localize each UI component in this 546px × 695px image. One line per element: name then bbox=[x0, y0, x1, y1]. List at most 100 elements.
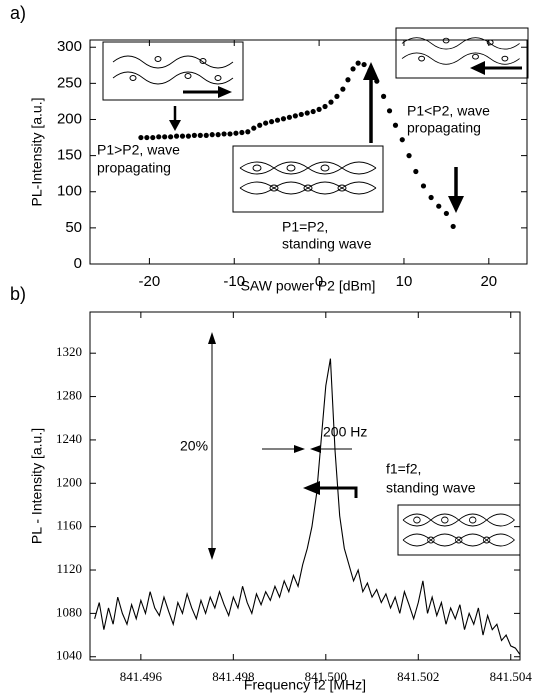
data-point bbox=[428, 194, 434, 201]
data-point bbox=[310, 108, 316, 115]
data-point bbox=[257, 122, 263, 128]
annotation: P1>P2, wave bbox=[97, 142, 180, 158]
data-point bbox=[251, 125, 257, 131]
data-line bbox=[94, 358, 521, 655]
data-point bbox=[380, 93, 387, 99]
data-point bbox=[386, 108, 393, 114]
data-point bbox=[436, 203, 442, 209]
x-tick-label: 10 bbox=[396, 273, 413, 290]
inset-propagating-right bbox=[102, 41, 244, 101]
y-tick-label: 200 bbox=[57, 110, 82, 127]
data-point bbox=[150, 134, 156, 141]
data-point bbox=[345, 77, 351, 83]
data-point bbox=[227, 131, 233, 137]
y-tick-label: 300 bbox=[57, 38, 82, 55]
y-tick-label: 1200 bbox=[56, 474, 82, 489]
data-point bbox=[413, 168, 419, 175]
y-tick-label: 150 bbox=[57, 147, 82, 164]
y-tick-label: 100 bbox=[57, 183, 82, 200]
data-point bbox=[263, 120, 269, 126]
y-tick-label: 1080 bbox=[56, 604, 82, 619]
x-tick-label: -10 bbox=[223, 273, 245, 290]
data-point bbox=[138, 134, 144, 141]
data-point bbox=[420, 183, 427, 189]
plot-frame bbox=[89, 311, 521, 661]
y-tick-label: 1120 bbox=[56, 561, 82, 576]
x-axis-label: Frequency f2 [MHz] bbox=[244, 677, 366, 693]
data-point bbox=[156, 134, 162, 140]
data-point bbox=[355, 60, 361, 66]
annotation: standing wave bbox=[386, 480, 476, 496]
data-point bbox=[239, 129, 245, 136]
inset-standing-a bbox=[232, 145, 384, 213]
data-point bbox=[406, 153, 412, 159]
x-tick-label: 0 bbox=[315, 273, 323, 290]
data-point bbox=[245, 129, 251, 135]
y-tick-label: 1160 bbox=[56, 518, 82, 533]
x-axis-label: SAW power P2 [dBm] bbox=[241, 278, 376, 294]
data-point bbox=[168, 134, 174, 140]
data-point bbox=[340, 86, 346, 92]
y-axis-label: PL-Intensity [a.u.] bbox=[29, 98, 45, 207]
y-tick-label: 1320 bbox=[56, 344, 82, 359]
annotation: P1=P2, bbox=[282, 219, 328, 235]
x-tick-label: 20 bbox=[480, 273, 497, 290]
inset-standing-b bbox=[397, 504, 521, 556]
data-point bbox=[144, 134, 150, 141]
data-point bbox=[350, 66, 356, 72]
annotation: standing wave bbox=[282, 236, 372, 252]
data-point bbox=[215, 132, 221, 138]
data-point bbox=[334, 93, 340, 99]
data-point bbox=[221, 131, 227, 137]
data-point bbox=[173, 133, 180, 139]
annotation: propagating bbox=[407, 120, 481, 136]
inset-propagating-left bbox=[395, 27, 529, 79]
data-point bbox=[399, 137, 405, 143]
data-point bbox=[162, 134, 168, 140]
annotation: propagating bbox=[97, 160, 171, 176]
annotation: 200 Hz bbox=[323, 424, 367, 440]
annotation: 20% bbox=[180, 438, 208, 454]
data-point bbox=[185, 133, 192, 139]
panel-label: b) bbox=[10, 284, 26, 304]
y-tick-label: 0 bbox=[74, 255, 82, 272]
y-axis-label: PL - Intensity [a.u.] bbox=[29, 428, 45, 544]
y-tick-label: 1040 bbox=[56, 648, 82, 663]
data-point bbox=[392, 122, 399, 128]
data-point bbox=[322, 103, 328, 110]
data-point bbox=[191, 132, 197, 138]
data-point bbox=[450, 223, 456, 230]
data-point bbox=[268, 119, 275, 125]
data-point bbox=[209, 132, 215, 138]
x-tick-label: 841.498 bbox=[212, 669, 254, 684]
chart-panel: 841.496 841.498 841.500 841.502 841.504 1040 1… bbox=[10, 284, 532, 693]
data-point bbox=[203, 132, 209, 138]
x-tick-label: 841.496 bbox=[120, 669, 163, 684]
data-point bbox=[286, 114, 293, 120]
data-point bbox=[280, 116, 287, 122]
y-tick-label: 250 bbox=[57, 74, 82, 91]
data-point bbox=[233, 130, 239, 136]
data-point bbox=[443, 210, 449, 217]
x-tick-label: -20 bbox=[139, 273, 161, 290]
data-point bbox=[361, 61, 367, 68]
data-point bbox=[328, 99, 334, 105]
y-tick-label: 1280 bbox=[56, 388, 82, 403]
annotation: f1=f2, bbox=[386, 461, 421, 477]
data-point bbox=[274, 117, 281, 123]
data-point bbox=[316, 106, 322, 112]
data-point bbox=[298, 111, 304, 118]
x-tick-label: 841.504 bbox=[490, 669, 533, 684]
panel-label: a) bbox=[10, 3, 26, 23]
x-tick-label: 841.500 bbox=[305, 669, 347, 684]
data-point bbox=[304, 110, 310, 116]
y-tick-label: 1240 bbox=[56, 431, 82, 446]
x-tick-label: 841.502 bbox=[397, 669, 439, 684]
data-point bbox=[179, 133, 186, 139]
annotation: P1<P2, wave bbox=[407, 103, 490, 119]
plot-frame bbox=[89, 39, 528, 265]
y-tick-label: 50 bbox=[65, 219, 82, 236]
data-point bbox=[367, 67, 373, 73]
